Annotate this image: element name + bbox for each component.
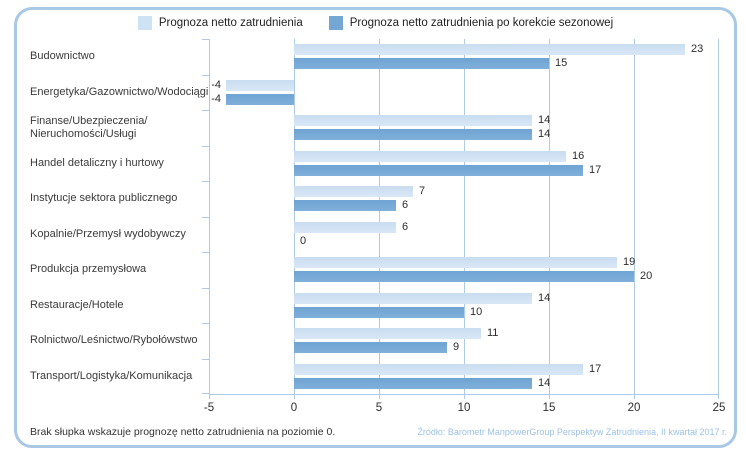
chart-figure-border: Prognoza netto zatrudnienia Prognoza net… [14,7,737,448]
category-label: Restauracje/Hotele [30,298,124,311]
category-label: Produkcja przemysłowa [30,263,147,276]
category-label: Transport/Logistyka/Komunikacja [30,369,193,382]
x-axis-tick-20 [634,394,635,399]
category-label: Finanse/Ubezpieczenia/ Nieruchomości/Usł… [30,114,148,140]
legend-label-seasonal: Prognoza netto zatrudnienia po korekcie … [349,17,614,29]
x-axis-label-10: 10 [457,402,471,414]
value-label: 14 [538,291,551,304]
category-label: Energetyka/Gazownictwo/Wodociągi [30,85,209,98]
bar-seasonal [226,93,294,105]
value-label: 6 [402,220,409,233]
category-axis-tick [202,39,209,40]
category-axis-tick [202,217,209,218]
x-axis-tick--5 [209,394,210,399]
bar-forecast [226,79,294,91]
category-label: Handel detaliczny i hurtowy [30,156,164,169]
value-label: 14 [538,376,551,389]
category-axis-tick [202,75,209,76]
category-label: Kopalnie/Przemysł wydobywczy [30,227,186,240]
gridline-x-10 [464,39,465,394]
x-axis-label-5: 5 [375,402,383,414]
bar-seasonal [294,58,549,69]
value-label: 7 [419,185,426,197]
value-label: -4 [211,92,221,105]
value-label: 10 [470,305,483,318]
value-label: 16 [572,149,585,162]
value-label: 23 [691,43,704,55]
gridline-x-15 [549,39,550,394]
plot-area: 23 15 -4 -4 14 14 16 17 7 6 6 0 19 20 14 10 11 9 17 14 [202,39,719,394]
legend-swatch-dark [328,16,343,30]
value-label: 20 [640,270,653,282]
value-label: 17 [589,163,602,176]
gridline-x-20 [634,39,635,394]
bar-forecast [294,221,396,233]
legend-item-forecast: Prognoza netto zatrudnienia [137,16,303,30]
legend-swatch-light [137,16,152,30]
x-axis-label-20: 20 [627,402,641,414]
bar-seasonal [294,342,447,353]
bar-seasonal [294,306,464,318]
bar-seasonal [294,129,532,140]
value-label: 17 [589,362,602,375]
category-axis-tick [202,323,209,324]
value-label: 15 [554,57,568,69]
value-label: 14 [538,128,551,140]
bar-forecast [294,115,532,126]
category-axis-tick [202,288,209,289]
value-label: 11 [486,327,499,339]
x-axis-tick-10 [464,394,465,399]
value-label: 9 [453,341,460,353]
value-label: 19 [623,256,636,268]
source-credit: Źródło: Barometr ManpowerGroup Perspekty… [417,427,727,437]
category-axis-tick [202,110,209,111]
x-axis-tick-0 [294,394,295,399]
bar-forecast [294,44,685,55]
value-label: 6 [402,199,409,211]
x-axis-tick-15 [549,394,550,399]
category-label: Budownictwo [30,50,95,63]
gridline-x-5 [379,39,380,394]
bar-forecast [294,257,617,268]
gridline-x-25 [718,39,719,394]
category-label: Instytucje sektora publicznego [30,192,178,205]
legend: Prognoza netto zatrudnienia Prognoza net… [17,13,734,33]
bar-forecast [294,328,481,339]
category-axis-tick [202,146,209,147]
bar-seasonal [294,377,532,389]
x-axis-label--5: -5 [203,402,215,414]
value-label: 0 [299,234,307,247]
bar-forecast [294,363,583,375]
value-label: -4 [211,78,221,91]
x-axis-tick-5 [379,394,380,399]
category-axis-spine [209,39,210,394]
x-axis-label-15: 15 [542,402,556,414]
footer: Brak słupka wskazuje prognozę netto zatr… [30,424,727,440]
category-axis-tick [202,359,209,360]
category-axis-tick [202,181,209,182]
bar-forecast [294,292,532,304]
x-axis-label-0: 0 [290,402,298,414]
category-labels-column: Budownictwo Energetyka/Gazownictwo/Wodoci… [17,39,209,394]
zero-bar-note: Brak słupka wskazuje prognozę netto zatr… [30,426,336,438]
category-axis-tick [202,393,209,394]
bar-seasonal [294,200,396,211]
x-axis: -5 0 5 10 15 20 25 [204,394,725,426]
x-axis-tick-25 [718,394,719,399]
value-label: 14 [538,114,551,126]
category-axis-tick [202,252,209,253]
category-label: Rolnictwo/Leśnictwo/Rybołówstwo [30,334,198,347]
legend-label-forecast: Prognoza netto zatrudnienia [158,17,303,29]
gridline-x-0 [294,39,295,394]
x-axis-label-25: 25 [712,402,726,414]
bar-forecast [294,186,413,197]
bar-forecast [294,150,566,162]
bar-seasonal [294,164,583,176]
bar-seasonal [294,271,634,282]
legend-item-seasonal: Prognoza netto zatrudnienia po korekcie … [328,16,614,30]
